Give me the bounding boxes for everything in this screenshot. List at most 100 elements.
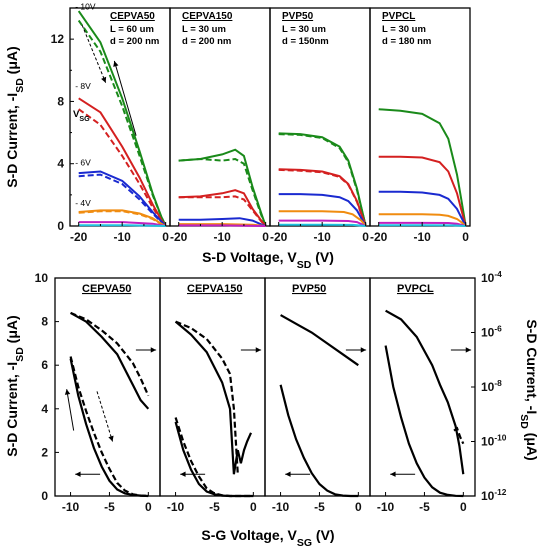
- x-tick-label: -20: [370, 230, 388, 244]
- series-line-vgm8V: [178, 195, 267, 227]
- sweep-arrow-up: [113, 60, 137, 136]
- sweep-arrow-down: [96, 391, 114, 442]
- y-tick-label: 4: [57, 157, 64, 171]
- x-tick-label: 0: [355, 500, 362, 514]
- series-line-vgm8V: [378, 155, 467, 227]
- panel-channel-length: L = 60 um: [110, 24, 154, 35]
- x-tick-label: -10: [214, 230, 232, 244]
- series-line-vgm10V: [178, 148, 267, 227]
- output-panel-pvpcl: -20 -10 0 PVPCL L = 30 umd = 180 nm: [369, 7, 471, 244]
- x-tick-label: -10: [272, 500, 290, 514]
- sweep-arrow-up-head: [113, 60, 119, 67]
- y-tick-label: 0: [57, 219, 64, 233]
- output-characteristics-chart: -20 -10 0 CEPVA50 L = 60 um d = 200 nm -20 -10 0…: [4, 2, 471, 271]
- sweep-arrow-down: [81, 24, 107, 83]
- series-line-vgm6V: [78, 173, 167, 227]
- y-tick-label: 6: [41, 358, 48, 372]
- right-y-tick-label: 10-12: [481, 487, 507, 503]
- x-tick-label: 0: [460, 500, 467, 514]
- series-line-vgm6V: [178, 217, 267, 227]
- panel-channel-length: L = 30 um: [382, 24, 426, 35]
- series-line-vgm8V: [78, 108, 167, 227]
- y-tick-label: 10: [35, 271, 49, 285]
- series-line-vgm2V: [78, 221, 166, 227]
- linear-scale-curve-solid: [279, 384, 359, 498]
- series-line-vgm8V: [78, 97, 167, 227]
- x-tick-label: -5: [209, 500, 220, 514]
- y-axis-label: S-D Current, -ISD (μA): [4, 46, 26, 187]
- linear-axis-arrow-head: [75, 471, 81, 477]
- x-tick-label: -10: [62, 500, 80, 514]
- log-axis-arrow-head: [255, 347, 262, 353]
- output-panel-cepva150: -20 -10 0 CEPVA150 L = 30 umd = 200 nm: [169, 7, 271, 244]
- series-line-vgm8V: [278, 168, 367, 227]
- panel-title: CEPVA150: [182, 11, 233, 22]
- panel-title: PVPCL: [397, 283, 434, 295]
- gate-voltage-label: - 10V: [75, 2, 96, 12]
- log-scale-curve-dashed: [175, 320, 239, 475]
- series-line-vgm10V: [278, 133, 367, 227]
- panel-dielectric-thickness: d = 150nm: [282, 36, 329, 47]
- sweep-arrow-down-head: [108, 435, 114, 442]
- x-tick-label: -20: [70, 230, 88, 244]
- transfer-panel-pvp50: -10 -5 0 PVP50: [264, 277, 371, 514]
- log-scale-curve-solid: [70, 311, 150, 410]
- x-tick-label: 0: [362, 230, 369, 244]
- x-axis-label: S-D Voltage, VSD (V): [202, 249, 334, 271]
- sweep-arrow-up-head: [64, 389, 71, 395]
- series-line-vgm6V: [278, 193, 367, 227]
- transfer-panel-cepva150: -10 -5 0 CEPVA150: [159, 277, 266, 514]
- x-tick-label: 0: [262, 230, 269, 244]
- linear-scale-curve-dashed: [69, 356, 149, 498]
- y-tick-label: 4: [41, 402, 48, 416]
- panel-title: PVPCL: [382, 11, 415, 22]
- transfer-panel-cepva50: -10 -5 0 CEPVA50: [54, 277, 161, 514]
- log-scale-curve-dashed: [70, 311, 150, 397]
- sweep-arrow-down-head: [101, 76, 107, 83]
- x-tick-label: -5: [419, 500, 430, 514]
- panel-channel-length: L = 30 um: [182, 24, 226, 35]
- right-y-tick-label: 10-4: [481, 269, 502, 285]
- x-tick-label: -10: [114, 230, 132, 244]
- log-scale-curve-solid: [280, 314, 359, 367]
- y-tick-label: 0: [41, 489, 48, 503]
- x-tick-label: -10: [377, 500, 395, 514]
- gate-voltage-label: - 6V: [75, 157, 91, 167]
- x-tick-label: -20: [270, 230, 288, 244]
- series-line-vgm2V: [378, 221, 466, 227]
- right-y-tick-label: 10-10: [481, 433, 507, 449]
- linear-scale-curve-solid: [384, 345, 464, 498]
- transfer-panel-pvpcl: -10 -5 0 PVPCL: [369, 277, 476, 514]
- gate-voltage-label: - 4V: [75, 198, 91, 208]
- x-tick-label: -20: [170, 230, 188, 244]
- gate-voltage-label: - 8V: [75, 81, 91, 91]
- x-tick-label: 0: [162, 230, 169, 244]
- series-line-vgm4V: [378, 213, 467, 227]
- y-tick-label: 2: [41, 445, 48, 459]
- series-line-vgm4V: [278, 210, 367, 227]
- linear-axis-arrow-head: [390, 471, 396, 477]
- y-tick-label: 12: [51, 32, 65, 46]
- panel-dielectric-thickness: d = 200 nm: [182, 36, 231, 47]
- panel-title: PVP50: [292, 283, 326, 295]
- y-tick-label: 8: [57, 94, 64, 108]
- panel-title: CEPVA50: [110, 11, 155, 22]
- right-y-tick-label: 10-6: [481, 324, 502, 340]
- x-axis-label: S-G Voltage, VSG (V): [201, 527, 334, 549]
- series-line-vgm10V: [378, 108, 467, 227]
- y-tick-label: 8: [41, 315, 48, 329]
- series-line-vgm4V: [78, 210, 167, 227]
- log-axis-arrow-head: [150, 347, 157, 353]
- x-tick-label: 0: [462, 230, 469, 244]
- right-y-axis-label: S-D Current, -ISD (μA): [518, 319, 539, 460]
- y-axis-label: S-D Current, -ISD (μA): [4, 315, 26, 456]
- right-y-tick-label: 10-8: [481, 378, 502, 394]
- log-scale-curve-solid: [385, 309, 465, 475]
- series-line-vgm6V: [378, 190, 467, 227]
- linear-axis-arrow-head: [180, 471, 186, 477]
- series-line-vgm10V: [278, 132, 367, 227]
- log-axis-arrow-head: [360, 347, 367, 353]
- vsg-label: VSG: [73, 109, 90, 123]
- panel-dielectric-thickness: d = 180 nm: [382, 36, 431, 47]
